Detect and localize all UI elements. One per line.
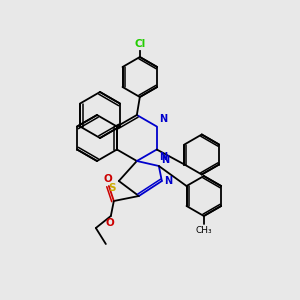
Text: N: N bbox=[159, 152, 167, 161]
Text: N: N bbox=[164, 176, 172, 186]
Text: O: O bbox=[106, 218, 114, 228]
Text: N: N bbox=[161, 155, 169, 165]
Text: O: O bbox=[103, 174, 112, 184]
Text: S: S bbox=[108, 183, 116, 193]
Text: Cl: Cl bbox=[134, 39, 146, 49]
Text: CH₃: CH₃ bbox=[196, 226, 212, 235]
Text: N: N bbox=[159, 115, 167, 124]
